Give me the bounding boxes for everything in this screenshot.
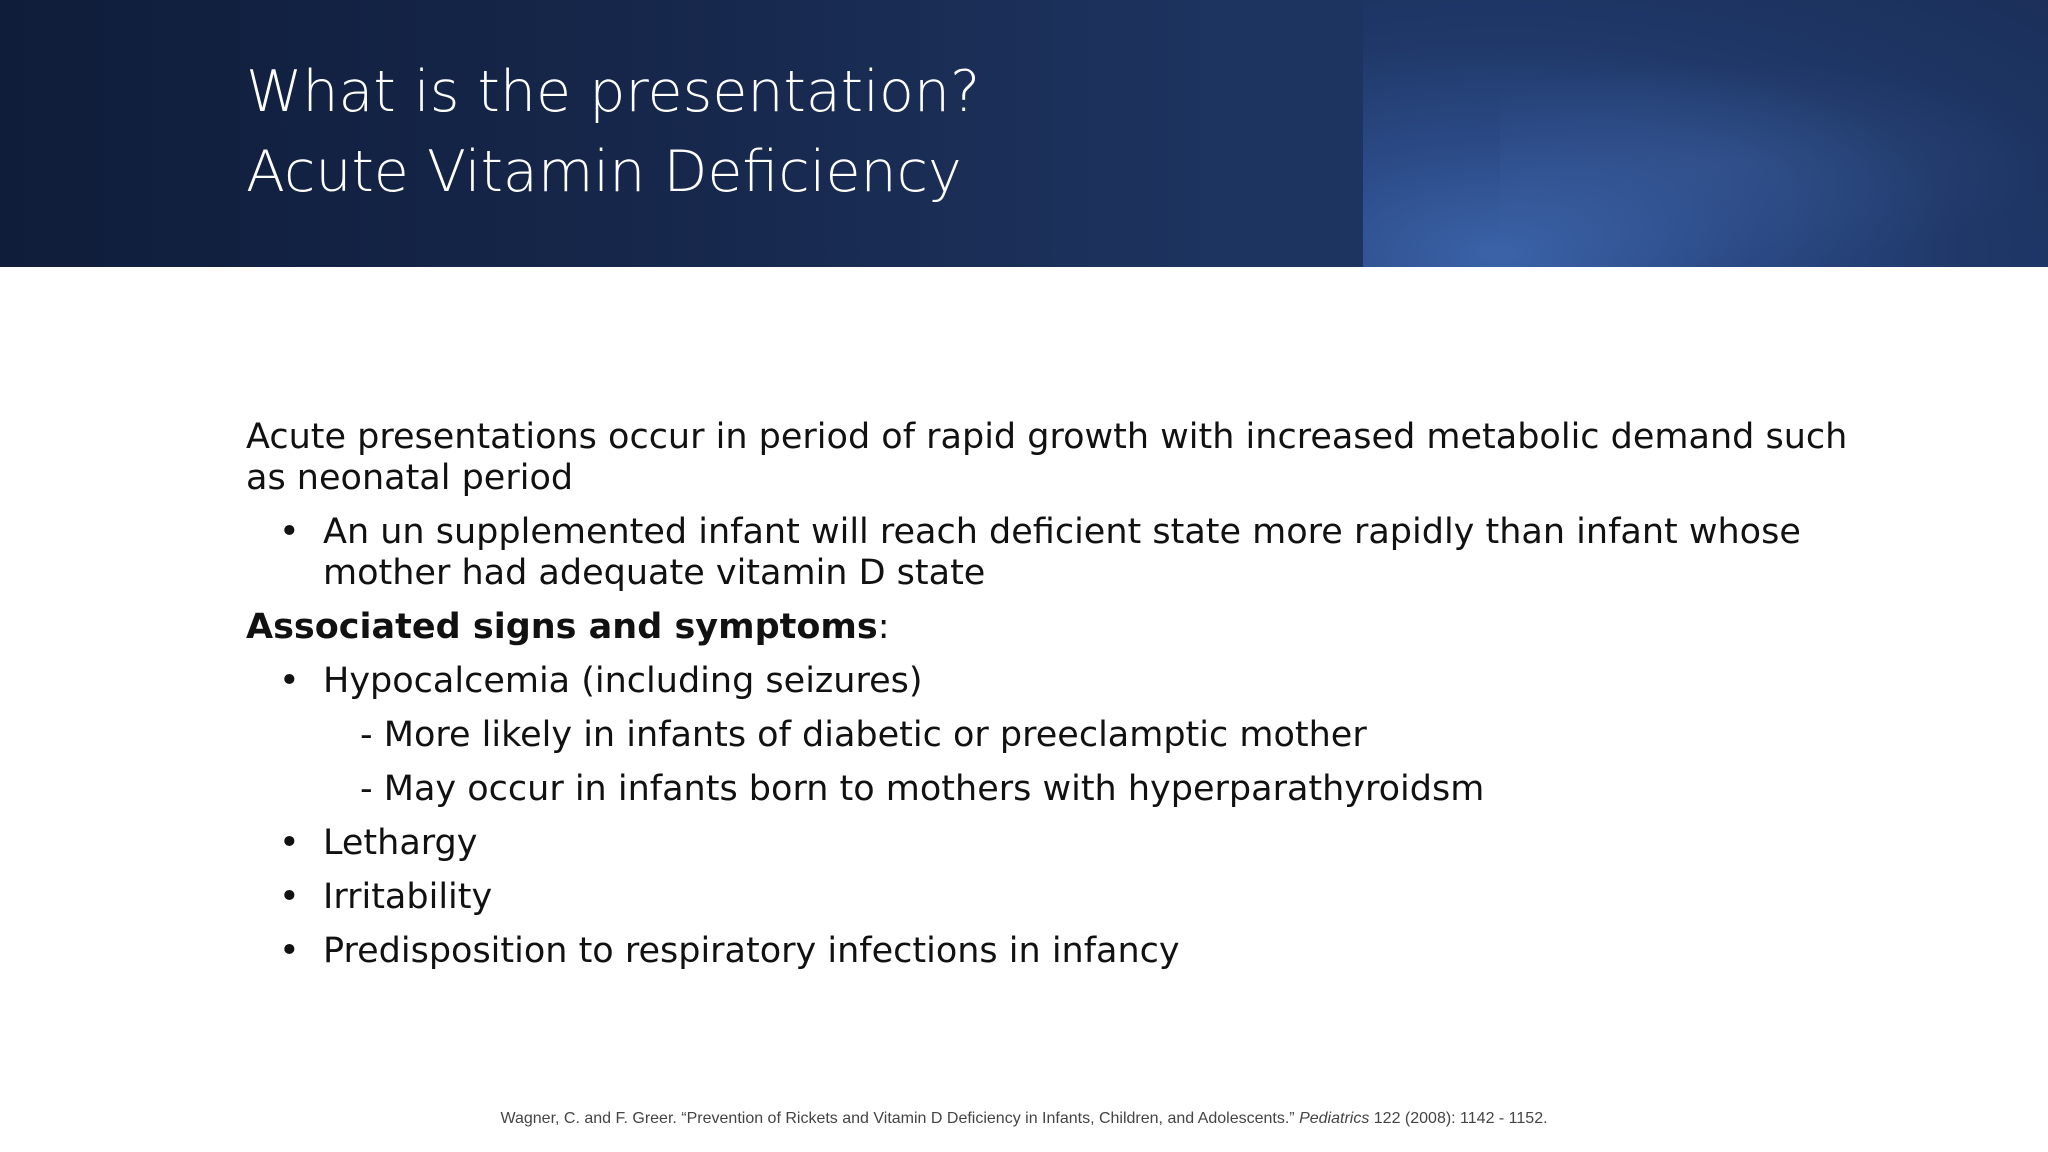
- slide-title-line-1: What is the presentation?: [246, 59, 981, 125]
- signs-heading-colon: :: [877, 607, 890, 647]
- citation-authors-title: Wagner, C. and F. Greer. “Prevention of …: [500, 1110, 1300, 1127]
- list-item-text: Lethargy: [323, 823, 478, 863]
- bullet-icon: •: [279, 661, 300, 701]
- citation-details: 122 (2008): 1142 - 1152.: [1369, 1110, 1548, 1127]
- slide-title-line-2: Acute Vitamin Deficiency: [246, 139, 962, 205]
- bullet-icon: •: [279, 877, 300, 917]
- slide-body: Acute presentations occur in period of r…: [246, 417, 1856, 972]
- slide-title: What is the presentation? Acute Vitamin …: [246, 52, 980, 212]
- list-item-text: Irritability: [323, 877, 493, 917]
- bullet-icon: •: [279, 512, 300, 552]
- intro-bullet-text: An un supplemented infant will reach def…: [323, 512, 1801, 593]
- list-item-lethargy: • Lethargy: [246, 823, 1856, 864]
- citation: Wagner, C. and F. Greer. “Prevention of …: [0, 1110, 2048, 1128]
- header-glow: [1500, 60, 2048, 267]
- bullet-icon: •: [279, 823, 300, 863]
- list-item-hypocalcemia: • Hypocalcemia (including seizures): [246, 661, 1856, 702]
- signs-heading: Associated signs and symptoms:: [246, 607, 1856, 648]
- bullet-icon: •: [279, 931, 300, 971]
- list-item-respiratory: • Predisposition to respiratory infectio…: [246, 931, 1856, 972]
- intro-paragraph: Acute presentations occur in period of r…: [246, 417, 1848, 498]
- intro-bullet: • An un supplemented infant will reach d…: [246, 512, 1856, 594]
- citation-journal: Pediatrics: [1299, 1110, 1370, 1127]
- list-item-text: Predisposition to respiratory infections…: [323, 931, 1180, 971]
- sub-item-diabetic: - More likely in infants of diabetic or …: [360, 715, 1367, 755]
- signs-heading-text: Associated signs and symptoms: [246, 607, 878, 647]
- header-accent-panel: [1363, 0, 2048, 267]
- list-item-text: Hypocalcemia (including seizures): [323, 661, 923, 701]
- sub-item-hyperparathyroidism: - May occur in infants born to mothers w…: [360, 769, 1485, 809]
- slide-header: [0, 0, 2048, 267]
- list-item-irritability: • Irritability: [246, 877, 1856, 918]
